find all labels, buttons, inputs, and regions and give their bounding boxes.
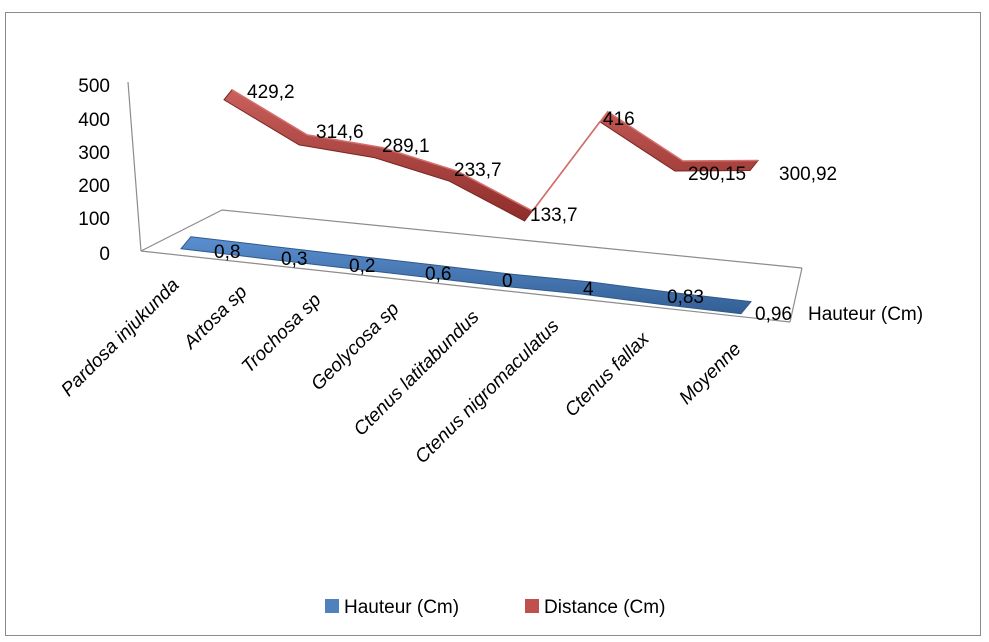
category-label: Moyenne — [675, 339, 745, 409]
axes — [127, 81, 803, 323]
data-label: 289,1 — [382, 136, 430, 157]
data-label: 0,96 — [755, 304, 792, 325]
depth-axis-label: Hauteur (Cm) — [808, 304, 923, 325]
data-label: 416 — [603, 109, 635, 130]
data-label: 0,83 — [667, 287, 704, 308]
data-label: 0,8 — [214, 242, 240, 263]
y-tick-label: 300 — [78, 143, 110, 164]
data-label: 233,7 — [454, 160, 502, 181]
floor-right-line — [789, 267, 803, 323]
data-labels-hauteur: 0,8 0,3 0,2 0,6 0 4 0,83 0,96 — [214, 242, 792, 325]
y-axis-line — [127, 81, 142, 252]
series-distance-top-edge — [231, 89, 759, 212]
category-label: Trochosa sp — [238, 290, 326, 378]
category-label: Pardosa injukunda — [57, 275, 183, 401]
series-distance-ribbon — [223, 89, 760, 222]
category-label: Ctenus nigromaculatus — [411, 315, 564, 468]
floor-back-line — [221, 209, 803, 269]
data-label: 300,92 — [779, 164, 837, 185]
back-depth-line — [140, 209, 223, 252]
category-label: Ctenus fallax — [561, 328, 655, 422]
data-label: 290,15 — [688, 164, 746, 185]
data-label: 4 — [583, 279, 594, 300]
legend-swatch-distance — [525, 599, 539, 613]
data-label: 0,3 — [281, 249, 307, 270]
y-tick-label: 500 — [78, 76, 110, 97]
series-distance — [223, 89, 760, 222]
data-labels-distance: 429,2 314,6 289,1 233,7 133,7 416 290,15… — [247, 82, 837, 226]
legend-label-hauteur: Hauteur (Cm) — [344, 597, 459, 618]
chart-area — [5, 12, 981, 636]
data-label: 0,2 — [349, 256, 375, 277]
legend-label-distance: Distance (Cm) — [544, 597, 665, 618]
data-label: 314,6 — [316, 122, 364, 143]
y-tick-label: 200 — [78, 176, 110, 197]
y-tick-label: 100 — [78, 209, 110, 230]
legend: Hauteur (Cm) Distance (Cm) — [325, 597, 665, 618]
data-label: 429,2 — [247, 82, 295, 103]
category-label: Artosa sp — [179, 282, 251, 354]
data-label: 133,7 — [530, 205, 578, 226]
y-tick-label: 400 — [78, 110, 110, 131]
data-label: 0,6 — [425, 264, 451, 285]
y-axis: 0 100 200 300 400 500 — [78, 76, 110, 265]
data-label: 0 — [502, 271, 513, 292]
y-tick-label: 0 — [99, 244, 110, 265]
series-hauteur-ribbon — [180, 236, 752, 315]
series-hauteur — [180, 236, 752, 315]
category-label: Geolycosa sp — [307, 299, 403, 395]
x-axis: Pardosa injukunda Artosa sp Trochosa sp … — [57, 275, 745, 468]
floor-front-line — [140, 250, 791, 323]
legend-swatch-hauteur — [325, 599, 339, 613]
